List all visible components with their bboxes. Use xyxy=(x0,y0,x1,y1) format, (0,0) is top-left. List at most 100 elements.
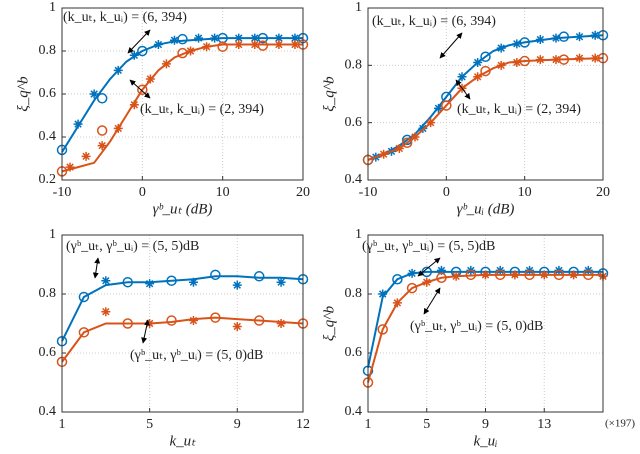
star-marker xyxy=(473,72,483,82)
x-tick-label: 1 xyxy=(59,417,66,432)
x-tick-label: 13 xyxy=(537,417,551,432)
circle-marker xyxy=(177,47,188,59)
circle-marker xyxy=(480,51,491,62)
star-marker xyxy=(379,149,389,159)
y-tick-label: 0.8 xyxy=(345,286,363,301)
circle-marker xyxy=(519,55,530,67)
circle-marker xyxy=(401,137,413,148)
series-line xyxy=(367,273,603,383)
star-marker xyxy=(457,72,467,82)
x-tick-label: 5 xyxy=(423,417,430,432)
axes-box xyxy=(367,7,604,181)
y-tick-label: 0.4 xyxy=(345,172,363,187)
star-marker xyxy=(81,151,91,161)
star-marker xyxy=(89,89,99,99)
star-marker xyxy=(169,35,179,45)
annotation-arrow xyxy=(417,257,441,277)
circle-marker xyxy=(96,93,108,104)
star-marker xyxy=(290,40,300,50)
annotation-arrow xyxy=(141,319,150,344)
x-tick-label: 9 xyxy=(482,417,489,432)
star-marker xyxy=(274,33,284,43)
star-marker xyxy=(418,123,428,133)
circle-marker xyxy=(441,100,452,111)
star-marker xyxy=(590,53,600,63)
y-tick-label: 0.6 xyxy=(39,345,57,360)
x-tick-label: 10 xyxy=(518,185,532,200)
axes-box xyxy=(61,7,304,181)
x-tick-label: 20 xyxy=(296,185,310,200)
annotation: (k_uₜ, k_uᵢ) = (2, 394) xyxy=(457,102,581,117)
circle-marker xyxy=(480,65,491,77)
annotation-arrow xyxy=(127,29,151,54)
star-marker xyxy=(250,40,260,50)
star-marker xyxy=(551,33,561,43)
y-tick-label: 0.8 xyxy=(345,58,363,73)
star-marker xyxy=(145,74,155,84)
circle-marker xyxy=(253,315,265,326)
star-marker xyxy=(407,268,417,278)
annotation: (k_uₜ, k_uᵢ) = (6, 394) xyxy=(63,10,187,25)
star-marker xyxy=(113,123,123,133)
circle-marker xyxy=(78,327,90,338)
star-marker xyxy=(194,33,204,43)
annotation: (k_uₜ, k_uᵢ) = (6, 394) xyxy=(372,14,496,29)
x-tick-label: 20 xyxy=(596,185,610,200)
star-marker xyxy=(535,35,545,45)
x-unit: (×197) xyxy=(605,418,635,430)
star-marker xyxy=(153,40,163,50)
star-marker xyxy=(496,43,506,53)
x-axis-label: k_uₜ xyxy=(169,433,196,449)
star-marker xyxy=(250,33,260,43)
star-marker xyxy=(378,289,388,299)
star-marker xyxy=(510,270,520,280)
x-axis-label: γᵇ_uᵢ (dB) xyxy=(457,201,515,217)
star-marker xyxy=(410,132,420,142)
y-tick-label: 0.6 xyxy=(345,345,363,360)
circle-marker xyxy=(217,41,228,52)
x-tick-label: 5 xyxy=(146,417,153,432)
star-marker xyxy=(210,33,220,43)
circle-marker xyxy=(177,33,188,45)
y-tick-label: 0.2 xyxy=(39,172,57,187)
star-marker xyxy=(426,118,436,128)
annotation-arrow xyxy=(129,79,151,99)
star-marker xyxy=(274,40,284,50)
x-tick-label: 1 xyxy=(365,417,372,432)
x-tick-label: 12 xyxy=(296,417,310,432)
circle-marker xyxy=(519,37,530,48)
star-marker xyxy=(129,50,139,60)
annotation: (γᵇ_uₜ, γᵇ_uᵢ) = (5, 5)dB xyxy=(362,239,495,254)
circle-marker xyxy=(392,274,403,285)
star-marker xyxy=(73,119,83,129)
circle-marker xyxy=(524,269,535,281)
y-tick-label: 0.6 xyxy=(39,86,57,101)
x-tick-label: 0 xyxy=(443,185,450,200)
annotation-arrow xyxy=(439,32,463,59)
circle-marker xyxy=(210,312,221,323)
annotation: (k_uₜ, k_uᵢ) = (2, 394) xyxy=(140,102,264,117)
x-tick-label: 0 xyxy=(139,185,146,200)
x-tick-label: 10 xyxy=(216,185,230,200)
annotation-arrow xyxy=(455,79,471,100)
star-marker xyxy=(422,277,432,287)
annotation-arrow xyxy=(92,257,101,279)
y-tick-label: 0.6 xyxy=(345,115,363,130)
y-tick-label: 1 xyxy=(355,227,362,242)
annotation: (γᵇ_uₜ, γᵇ_uᵢ) = (5, 0)dB xyxy=(410,319,543,334)
circle-marker xyxy=(436,272,447,284)
circle-marker xyxy=(377,324,388,335)
star-marker xyxy=(481,270,490,280)
y-tick-label: 1 xyxy=(355,0,362,15)
circle-marker xyxy=(465,269,477,281)
circle-marker xyxy=(253,271,265,282)
star-marker xyxy=(512,57,522,67)
x-tick-label: -10 xyxy=(359,185,378,200)
y-tick-label: 1 xyxy=(49,227,56,242)
series-line xyxy=(61,43,303,173)
circle-marker xyxy=(553,269,565,281)
star-marker xyxy=(451,271,461,281)
star-marker xyxy=(276,319,286,328)
circle-marker xyxy=(210,269,221,281)
